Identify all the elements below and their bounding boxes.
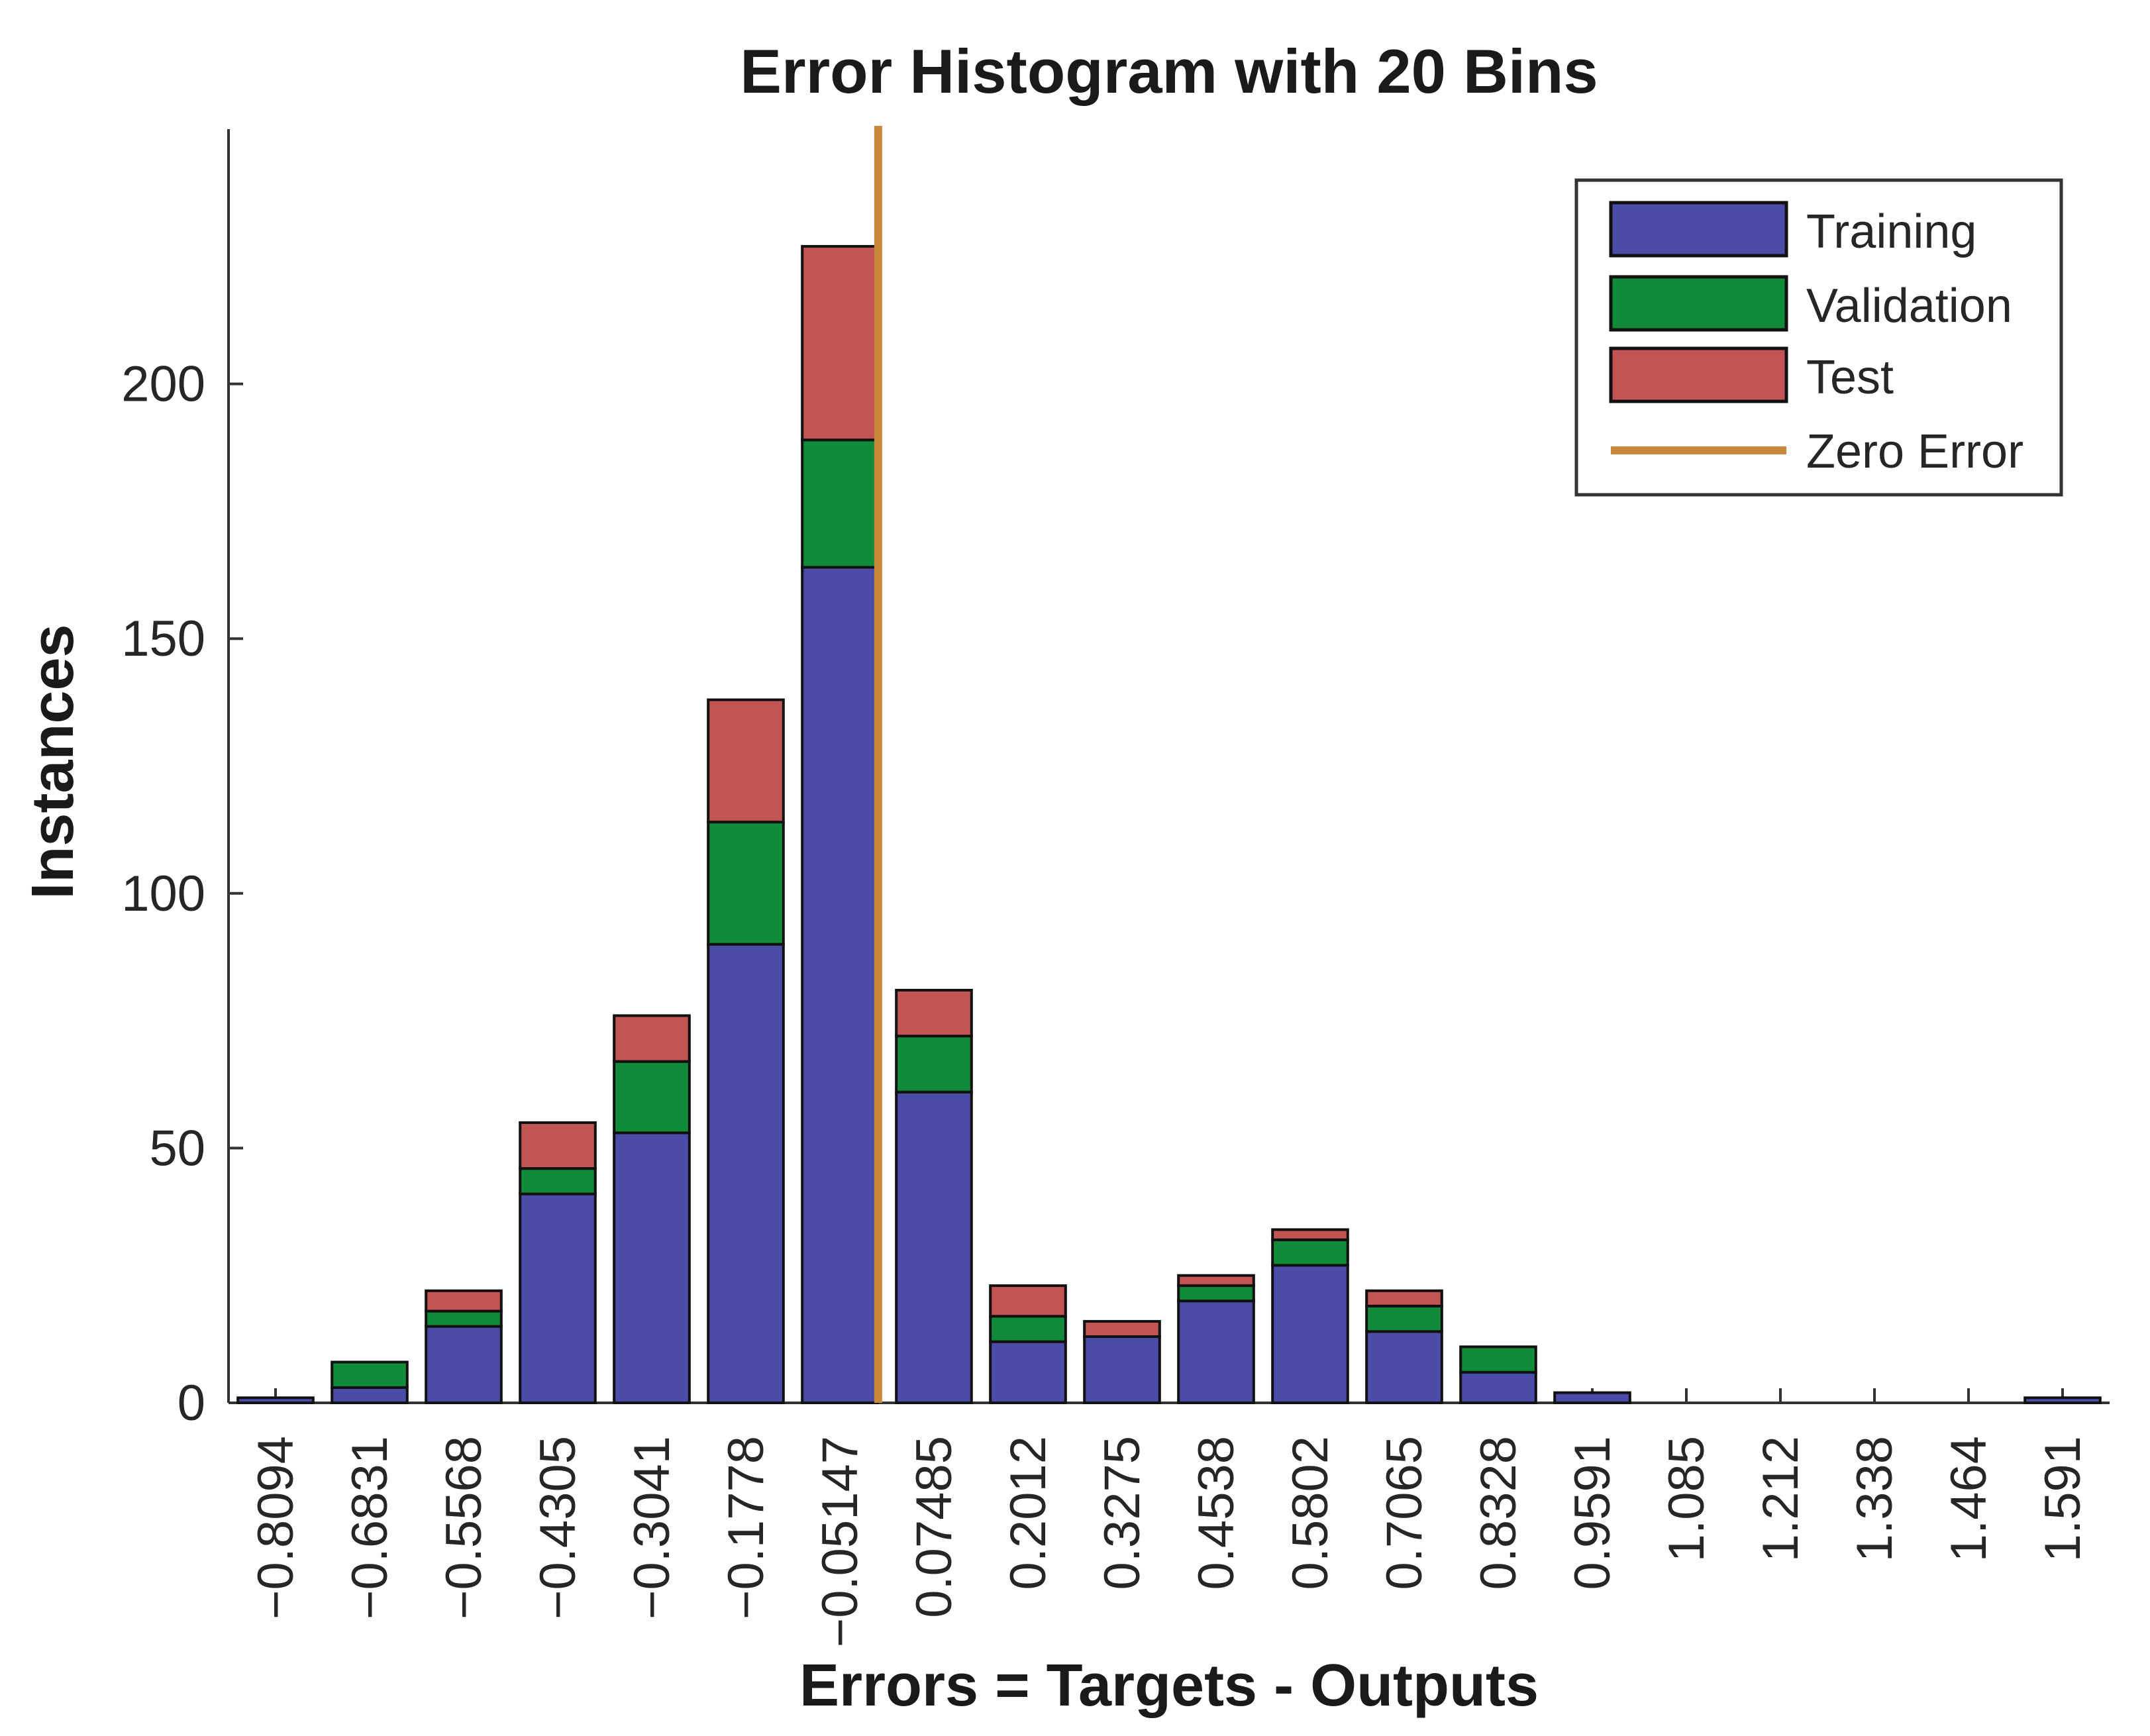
bar-training-13 [1459, 1370, 1537, 1404]
bar-validation-1 [331, 1360, 409, 1389]
x-tick-label: 0.9591 [1564, 1436, 1621, 1590]
legend-label-test: Test [1806, 351, 1894, 404]
bar-training-2 [425, 1325, 503, 1404]
x-tick-label: −0.4305 [530, 1436, 586, 1619]
bar-test-10 [1177, 1274, 1255, 1288]
bar-validation-13 [1459, 1345, 1537, 1374]
y-tick-label: 200 [121, 356, 205, 413]
bar-test-9 [1083, 1319, 1161, 1339]
bar-training-12 [1365, 1330, 1443, 1405]
bar-validation-5 [707, 821, 785, 946]
bars-group [236, 244, 2102, 1405]
y-axis-label: Instances [20, 624, 86, 899]
legend: Training Validation Test Zero Error [1574, 178, 2063, 497]
legend-swatch-training [1609, 201, 1788, 258]
x-axis-label: Errors = Targets - Outputs [799, 1653, 1539, 1719]
bar-validation-10 [1177, 1284, 1255, 1303]
bar-validation-2 [425, 1309, 503, 1328]
bar-validation-11 [1271, 1238, 1349, 1267]
x-tick-label: 0.2012 [1000, 1436, 1056, 1590]
x-tick-label: 0.4538 [1188, 1436, 1245, 1590]
legend-label-training: Training [1806, 205, 1976, 258]
bar-training-19 [2023, 1396, 2102, 1405]
bar-training-0 [236, 1396, 315, 1405]
y-tick-labels: 0 50 100 150 200 [121, 356, 205, 1431]
bar-test-3 [519, 1121, 597, 1170]
x-tick-labels: −0.8094 −0.6831 −0.5568 −0.4305 −0.3041 −0.17… [248, 1436, 2091, 1647]
bar-training-1 [331, 1386, 409, 1405]
bar-validation-12 [1365, 1304, 1443, 1333]
x-tick-label: 0.8328 [1470, 1436, 1527, 1590]
legend-swatch-test [1609, 346, 1788, 403]
legend-label-zero-error: Zero Error [1806, 425, 2023, 478]
x-tick-label: −0.3041 [624, 1436, 680, 1619]
bar-validation-6 [801, 438, 879, 569]
y-tick-label: 50 [149, 1120, 205, 1176]
bar-test-8 [989, 1284, 1067, 1318]
x-tick-label: −0.05147 [812, 1436, 868, 1647]
bar-training-4 [613, 1131, 691, 1404]
bar-training-11 [1271, 1264, 1349, 1405]
bar-validation-4 [613, 1060, 691, 1135]
x-tick-label: 1.212 [1753, 1436, 1809, 1562]
x-tick-label: 0.5802 [1282, 1436, 1339, 1590]
bar-validation-8 [989, 1315, 1067, 1343]
y-tick-label: 0 [178, 1375, 205, 1431]
x-tick-label: −0.1778 [718, 1436, 774, 1619]
bar-test-6 [801, 244, 879, 442]
y-tick-label: 150 [121, 611, 205, 667]
bar-training-3 [519, 1192, 597, 1405]
x-tick-label: −0.5568 [436, 1436, 492, 1619]
bar-training-8 [989, 1340, 1067, 1405]
x-tick-label: 0.07485 [906, 1436, 962, 1618]
bar-test-11 [1271, 1228, 1349, 1241]
x-tick-label: 0.3275 [1094, 1436, 1151, 1590]
bar-test-4 [613, 1014, 691, 1063]
y-tick-label: 100 [121, 866, 205, 922]
bar-training-10 [1177, 1300, 1255, 1405]
bar-training-9 [1083, 1335, 1161, 1405]
x-tick-label: −0.8094 [248, 1436, 304, 1619]
bar-test-5 [707, 698, 785, 824]
bar-training-14 [1553, 1391, 1631, 1404]
x-tick-label: 1.085 [1659, 1436, 1715, 1562]
bar-test-2 [425, 1289, 503, 1313]
bar-test-7 [895, 988, 973, 1038]
x-tick-label: 1.338 [1847, 1436, 1903, 1562]
x-tick-label: 0.7065 [1376, 1436, 1433, 1590]
bar-test-12 [1365, 1289, 1443, 1307]
x-tick-label: 1.591 [2035, 1436, 2091, 1562]
bar-validation-3 [519, 1167, 597, 1196]
legend-swatch-validation [1609, 275, 1788, 332]
legend-label-validation: Validation [1806, 280, 2012, 332]
bar-validation-7 [895, 1035, 973, 1094]
chart-title: Error Histogram with 20 Bins [740, 36, 1598, 106]
x-tick-label: 1.464 [1941, 1436, 1997, 1562]
x-tick-label: −0.6831 [342, 1436, 398, 1619]
bar-training-6 [801, 566, 879, 1405]
bar-training-5 [707, 943, 785, 1404]
bar-training-7 [895, 1090, 973, 1404]
